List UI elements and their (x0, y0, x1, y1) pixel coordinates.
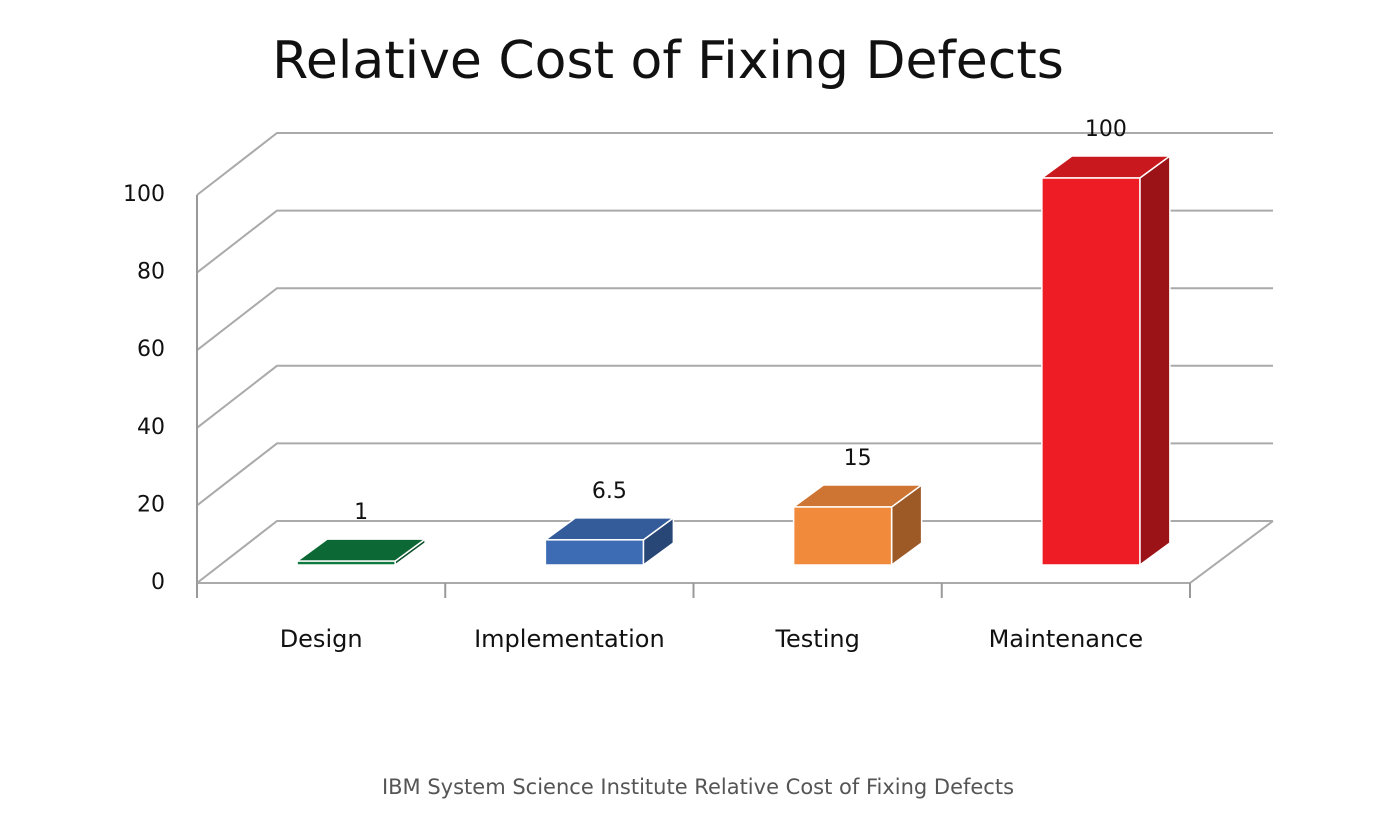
bar (1041, 177, 1141, 566)
caption: IBM System Science Institute Relative Co… (382, 775, 1014, 799)
chart-title: Relative Cost of Fixing Defects (272, 31, 1064, 91)
grid-line (196, 209, 1273, 274)
grid-line (196, 132, 1273, 196)
y-tick-label: 20 (137, 492, 165, 517)
value-label: 6.5 (592, 479, 627, 504)
y-tick-label: 60 (137, 337, 165, 362)
x-tick-label: Implementation (474, 625, 665, 653)
bar (544, 539, 645, 566)
y-tick-label: 80 (137, 260, 165, 285)
bar (792, 506, 893, 566)
value-label: 100 (1085, 117, 1127, 142)
grid-line (196, 442, 1273, 507)
x-tick-label: Design (280, 625, 363, 653)
grid-line (196, 287, 1273, 351)
value-label: 15 (844, 446, 872, 471)
value-label: 1 (354, 500, 368, 525)
y-tick-label: 100 (123, 182, 165, 207)
bar-side (1139, 154, 1171, 567)
bar (296, 560, 396, 566)
y-tick-label: 40 (137, 415, 165, 440)
x-tick-label: Maintenance (989, 625, 1144, 653)
grid-line (196, 364, 1273, 429)
grid-line (196, 520, 1273, 584)
x-tick-label: Testing (774, 625, 859, 653)
y-tick-label: 0 (151, 570, 165, 595)
